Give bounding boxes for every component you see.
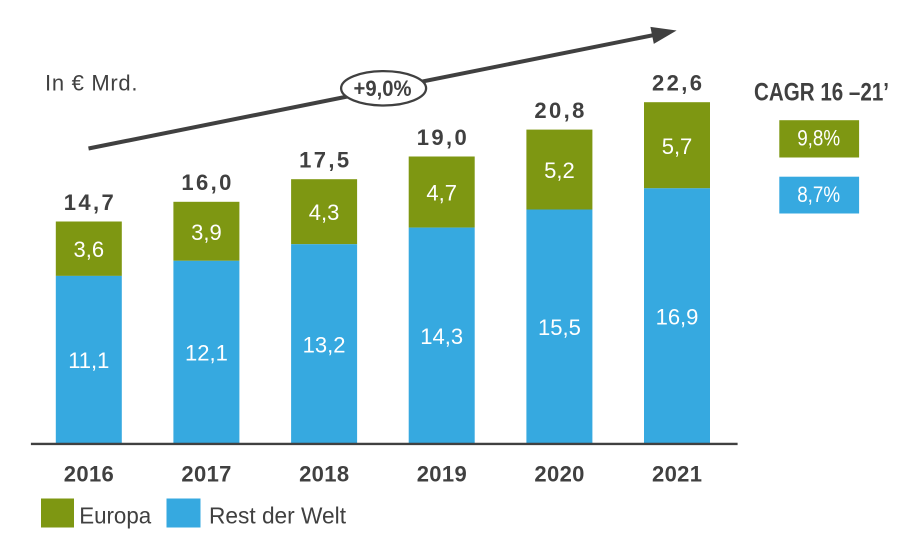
svg-text:9,8%: 9,8% bbox=[797, 126, 840, 151]
svg-text:2016: 2016 bbox=[64, 462, 114, 487]
svg-text:17,5: 17,5 bbox=[299, 148, 349, 173]
svg-text:5,2: 5,2 bbox=[544, 158, 575, 183]
svg-text:14,7: 14,7 bbox=[64, 190, 114, 215]
svg-text:11,1: 11,1 bbox=[68, 348, 109, 373]
svg-text:16,9: 16,9 bbox=[656, 304, 699, 329]
svg-text:2018: 2018 bbox=[299, 462, 349, 487]
svg-text:20,8: 20,8 bbox=[534, 98, 584, 123]
svg-text:19,0: 19,0 bbox=[417, 125, 467, 150]
svg-text:Europa: Europa bbox=[79, 503, 151, 529]
svg-text:2017: 2017 bbox=[181, 462, 231, 487]
svg-text:3,9: 3,9 bbox=[191, 220, 222, 245]
svg-text:4,7: 4,7 bbox=[426, 181, 457, 206]
svg-text:12,1: 12,1 bbox=[185, 341, 228, 366]
svg-text:2019: 2019 bbox=[417, 462, 467, 487]
svg-text:5,7: 5,7 bbox=[662, 134, 693, 159]
svg-text:4,3: 4,3 bbox=[309, 200, 340, 225]
svg-text:2020: 2020 bbox=[534, 462, 584, 487]
svg-text:3,6: 3,6 bbox=[74, 237, 105, 262]
svg-text:22,6: 22,6 bbox=[652, 71, 702, 96]
svg-text:Rest der Welt: Rest der Welt bbox=[209, 503, 347, 529]
svg-text:CAGR 16 –21’: CAGR 16 –21’ bbox=[754, 79, 889, 107]
svg-text:8,7%: 8,7% bbox=[797, 182, 840, 207]
svg-text:14,3: 14,3 bbox=[420, 324, 463, 349]
svg-text:+9,0%: +9,0% bbox=[354, 76, 412, 101]
svg-text:15,5: 15,5 bbox=[538, 315, 581, 340]
svg-text:In € Mrd.: In € Mrd. bbox=[45, 71, 138, 96]
svg-text:13,2: 13,2 bbox=[303, 332, 346, 357]
svg-text:2021: 2021 bbox=[652, 462, 702, 487]
svg-text:16,0: 16,0 bbox=[181, 170, 231, 195]
